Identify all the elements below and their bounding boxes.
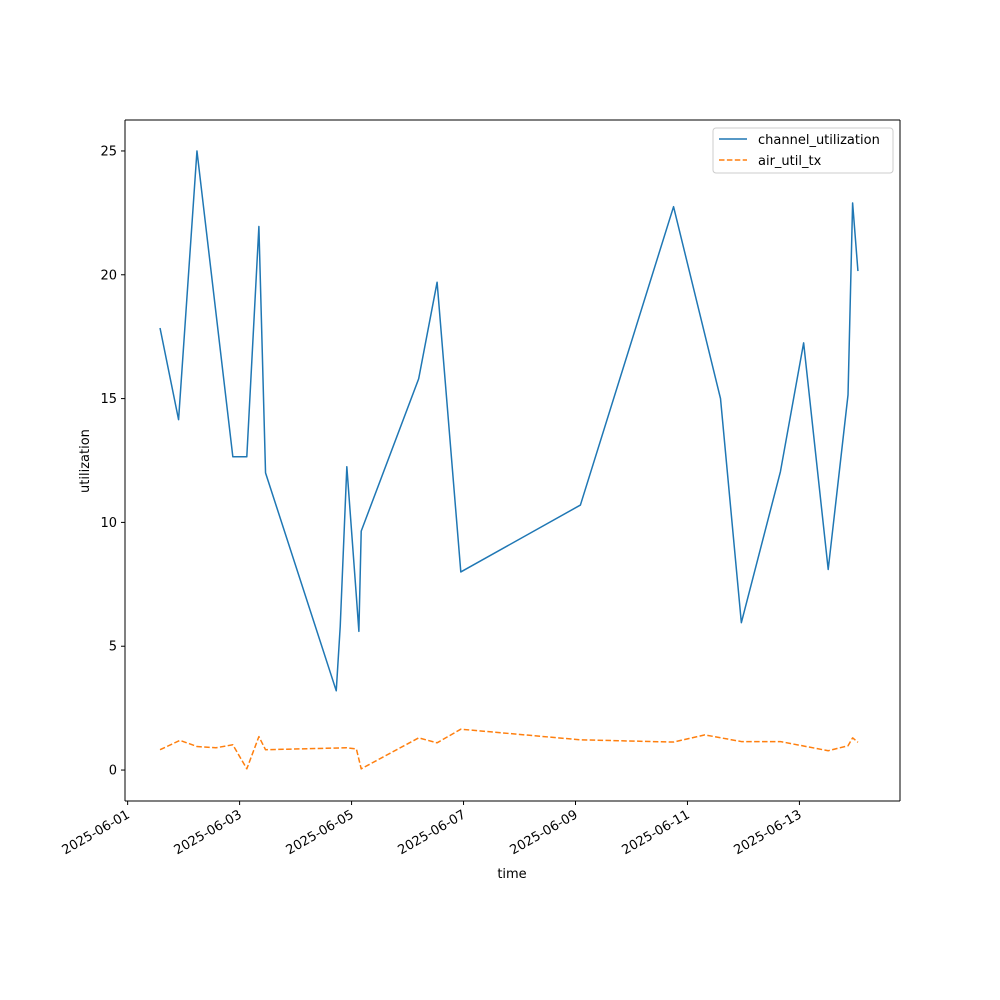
x-axis-label: time [497, 867, 526, 882]
y-tick-label: 10 [100, 516, 117, 531]
plot-area [125, 120, 900, 801]
axes-frame [124, 119, 901, 802]
legend-box [712, 127, 894, 174]
y-axis-ticks: 0 5 10 15 20 25 [100, 144, 125, 779]
y-tick-label: 20 [100, 268, 117, 283]
y-tick-label: 5 [109, 640, 117, 655]
series-line-channel-utilization [159, 150, 859, 692]
y-tick-label: 15 [100, 392, 117, 407]
legend-label-air-util-tx: air_util_tx [758, 154, 822, 169]
legend: channel_utilization air_util_tx [712, 127, 894, 174]
y-axis-label: utilization [78, 429, 93, 493]
series-line-air-util-tx [159, 728, 859, 770]
legend-label-channel-utilization: channel_utilization [758, 133, 880, 148]
y-tick-label: 25 [100, 144, 117, 159]
y-tick-label: 0 [109, 764, 117, 779]
series-layer [159, 150, 859, 770]
